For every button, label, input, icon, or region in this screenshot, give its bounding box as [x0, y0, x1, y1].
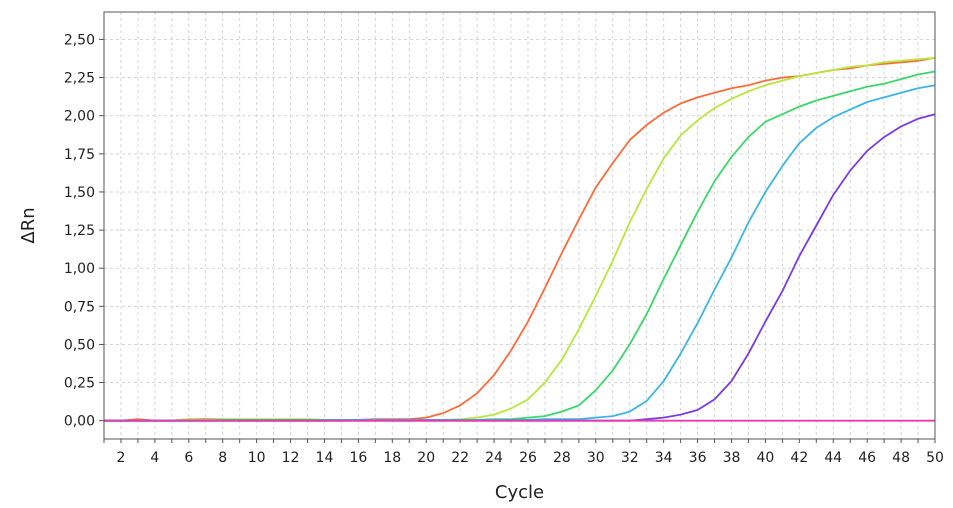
x-tick-label: 44	[824, 450, 842, 466]
series-line-4	[104, 84, 936, 422]
x-tick-label: 6	[184, 450, 193, 466]
y-tick-label: 0,25	[64, 376, 95, 392]
series-line-5	[104, 113, 936, 422]
x-tick-label: 22	[451, 450, 469, 466]
x-tick-label: 28	[553, 450, 571, 466]
x-tick-label: 36	[689, 450, 707, 466]
y-tick-label: 0,00	[64, 414, 95, 430]
x-axis-title: Cycle	[495, 482, 544, 503]
grid-lines	[103, 12, 936, 439]
series-group	[104, 56, 936, 422]
y-tick-label: 1,50	[64, 185, 95, 201]
x-tick-label: 42	[790, 450, 808, 466]
y-tick-label: 1,00	[64, 261, 95, 277]
y-axis-title: ΔRn	[18, 207, 39, 243]
x-tick-label: 2	[116, 450, 125, 466]
x-tick-label: 8	[218, 450, 227, 466]
x-tick-label: 4	[150, 450, 159, 466]
x-tick-label: 32	[621, 450, 639, 466]
x-tick-label: 14	[316, 450, 334, 466]
y-tick-label: 2,00	[64, 109, 95, 125]
x-tick-label: 46	[858, 450, 876, 466]
x-tick-label: 34	[655, 450, 673, 466]
y-tick-label: 0,75	[64, 299, 95, 315]
y-tick-label: 2,50	[64, 32, 95, 48]
y-tick-label: 2,25	[64, 71, 95, 87]
x-tick-label: 24	[485, 450, 503, 466]
plot-frame	[103, 11, 936, 440]
y-tick-label: 1,25	[64, 223, 95, 239]
x-tick-label: 40	[756, 450, 774, 466]
x-tick-label: 16	[349, 450, 367, 466]
y-tick-label: 1,75	[64, 147, 95, 163]
x-tick-label: 48	[892, 450, 910, 466]
x-tick-label: 38	[723, 450, 741, 466]
x-tick-label: 10	[248, 450, 266, 466]
x-tick-label: 18	[383, 450, 401, 466]
series-line-3	[104, 70, 936, 422]
axis-ticks: 0,00 0,25 0,50 0,75 1,00 1,25 1,50 1,75 2,00 2,25…	[64, 32, 944, 466]
x-tick-label: 50	[926, 450, 944, 466]
y-tick-label: 0,50	[64, 337, 95, 353]
x-tick-label: 30	[587, 450, 605, 466]
series-line-1	[104, 56, 936, 422]
series-line-2	[104, 56, 936, 422]
x-tick-label: 20	[417, 450, 435, 466]
x-tick-label: 12	[282, 450, 300, 466]
x-tick-label: 26	[519, 450, 537, 466]
